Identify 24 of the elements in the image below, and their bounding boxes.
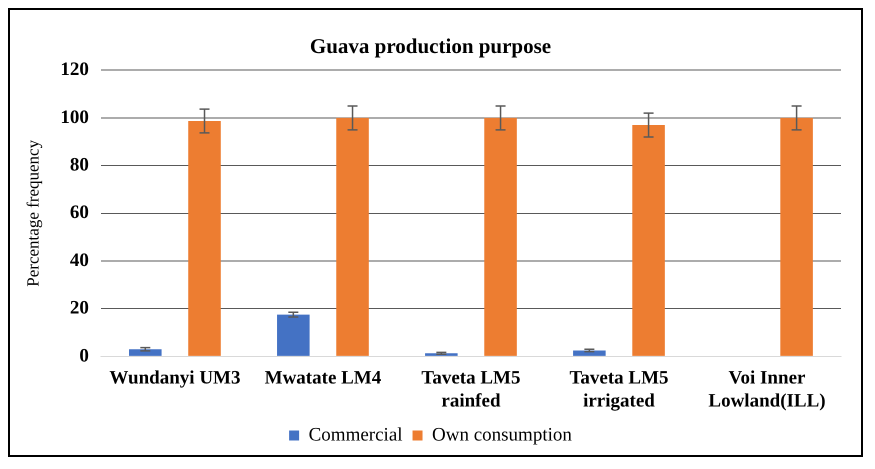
bar — [188, 121, 221, 356]
legend-label: Own consumption — [432, 424, 572, 446]
y-axis-title: Percentage frequency — [24, 139, 43, 287]
bar — [336, 118, 369, 356]
x-tick-label: Taveta LM5 irrigated — [569, 368, 668, 412]
y-tick-label: 120 — [60, 59, 89, 80]
x-tick-label: Voi Inner Lowland(ILL) — [708, 368, 826, 412]
legend-label: Commercial — [308, 424, 403, 446]
y-tick-label: 0 — [79, 345, 89, 366]
x-tick-label: Taveta LM5 rainfed — [421, 368, 520, 412]
x-tick-label: Wundanyi UM3 — [109, 368, 240, 389]
bar — [573, 350, 606, 356]
y-tick-label: 100 — [60, 106, 89, 128]
bar — [780, 118, 813, 356]
x-tick-label: Mwatate LM4 — [264, 368, 382, 389]
y-tick-label: 20 — [70, 298, 89, 319]
y-tick-label: 40 — [70, 250, 89, 271]
bar — [632, 125, 665, 356]
y-tick-label: 80 — [70, 154, 89, 176]
bar — [484, 118, 517, 356]
chart-title: Guava production purpose — [310, 34, 552, 58]
bar — [277, 314, 310, 356]
bar — [129, 349, 162, 356]
y-tick-label: 60 — [70, 202, 89, 224]
